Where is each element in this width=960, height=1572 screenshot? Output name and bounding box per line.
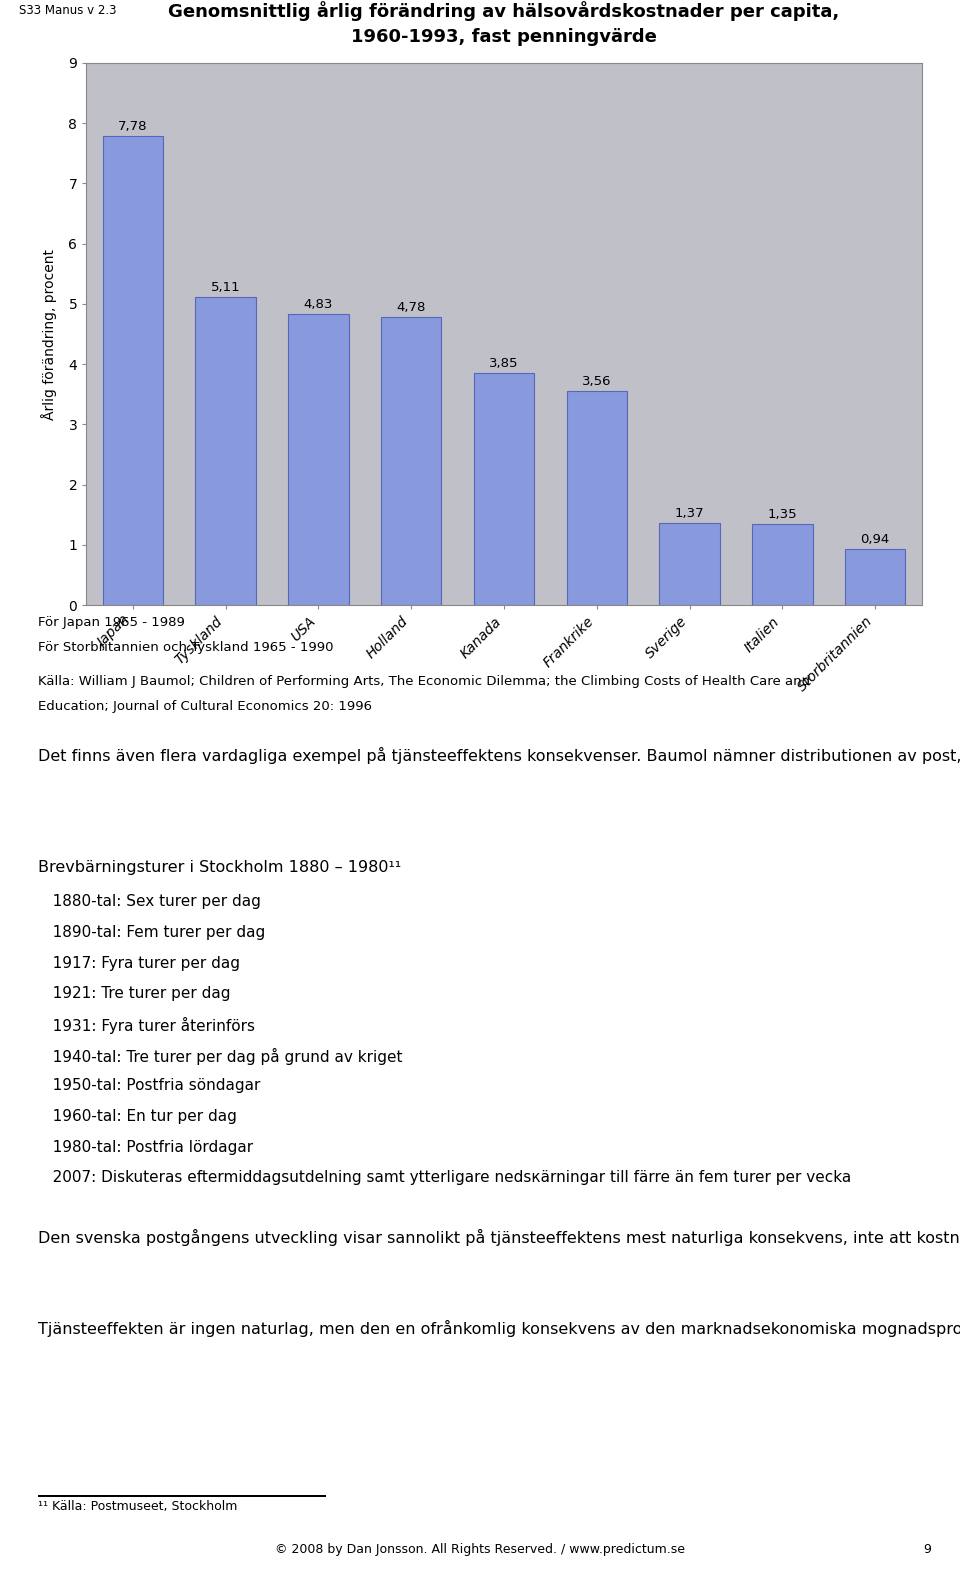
Text: 1890-tal: Fem turer per dag: 1890-tal: Fem turer per dag	[38, 924, 266, 940]
Text: 1950-tal: Postfria söndagar: 1950-tal: Postfria söndagar	[38, 1078, 261, 1094]
Text: För Storbritannien och Tyskland 1965 - 1990: För Storbritannien och Tyskland 1965 - 1…	[38, 640, 334, 654]
Text: 7,78: 7,78	[118, 121, 148, 134]
Text: 0,94: 0,94	[860, 533, 890, 545]
Text: 1,35: 1,35	[768, 508, 797, 520]
Text: 1960-tal: En tur per dag: 1960-tal: En tur per dag	[38, 1110, 237, 1124]
Text: ¹¹ Källa: Postmuseet, Stockholm: ¹¹ Källa: Postmuseet, Stockholm	[38, 1500, 238, 1512]
Bar	[381, 318, 442, 605]
Bar	[103, 137, 163, 605]
Text: 1940-tal: Tre turer per dag på grund av kriget: 1940-tal: Tre turer per dag på grund av …	[38, 1049, 403, 1064]
Bar	[845, 549, 905, 605]
Text: 2007: Diskuteras eftermiddagsutdelning samt ytterligare nedsкärningar till färre: 2007: Diskuteras eftermiddagsutdelning s…	[38, 1171, 852, 1185]
Text: Det finns även flera vardagliga exempel på tjänsteeffektens konsekvenser. Baumol: Det finns även flera vardagliga exempel …	[38, 747, 960, 764]
Text: 3,56: 3,56	[582, 374, 612, 388]
Bar	[474, 373, 534, 605]
Text: © 2008 by Dan Jonsson. All Rights Reserved. / www.predictum.se: © 2008 by Dan Jonsson. All Rights Reserv…	[275, 1544, 685, 1556]
Text: Education; Journal of Cultural Economics 20: 1996: Education; Journal of Cultural Economics…	[38, 700, 372, 712]
Title: Genomsnittlig årlig förändring av hälsovårdskostnader per capita,
1960-1993, fas: Genomsnittlig årlig förändring av hälsov…	[168, 2, 840, 46]
Text: 4,83: 4,83	[303, 299, 333, 311]
Text: 3,85: 3,85	[490, 357, 518, 371]
Bar	[660, 522, 720, 605]
Text: 1880-tal: Sex turer per dag: 1880-tal: Sex turer per dag	[38, 894, 261, 910]
Bar	[196, 297, 255, 605]
Text: För Japan 1965 - 1989: För Japan 1965 - 1989	[38, 616, 185, 629]
Text: 1,37: 1,37	[675, 506, 705, 520]
Bar	[753, 523, 812, 605]
Text: 4,78: 4,78	[396, 302, 426, 314]
Y-axis label: Årlig förändring, procent: Årlig förändring, procent	[41, 248, 58, 420]
Text: S33 Manus v 2.3: S33 Manus v 2.3	[19, 3, 117, 17]
Bar	[566, 391, 627, 605]
Text: Källa: William J Baumol; Children of Performing Arts, The Economic Dilemma; the : Källa: William J Baumol; Children of Per…	[38, 676, 810, 689]
Text: 1931: Fyra turer återinförs: 1931: Fyra turer återinförs	[38, 1017, 255, 1034]
Text: Brevbärningsturer i Stockholm 1880 – 1980¹¹: Brevbärningsturer i Stockholm 1880 – 198…	[38, 860, 401, 876]
Bar	[288, 314, 348, 605]
Text: 5,11: 5,11	[211, 281, 240, 294]
Text: 1921: Tre turer per dag: 1921: Tre turer per dag	[38, 987, 231, 1001]
Text: 9: 9	[924, 1544, 931, 1556]
Text: Den svenska postgångens utveckling visar sannolikt på tjänsteeffektens mest natu: Den svenska postgångens utveckling visar…	[38, 1229, 960, 1247]
Text: 1917: Fyra turer per dag: 1917: Fyra turer per dag	[38, 956, 240, 971]
Text: Tjänsteeffekten är ingen naturlag, men den en ofrånkomlig konsekvens av den mark: Tjänsteeffekten är ingen naturlag, men d…	[38, 1320, 960, 1338]
Text: 1980-tal: Postfria lördagar: 1980-tal: Postfria lördagar	[38, 1140, 253, 1155]
